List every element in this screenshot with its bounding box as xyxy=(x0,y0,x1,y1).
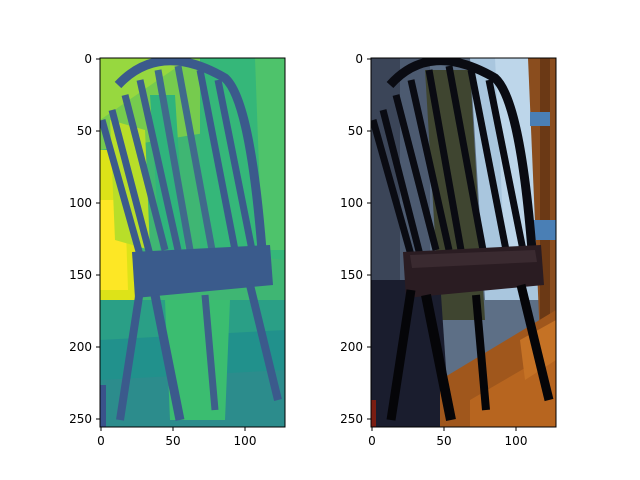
rgb-y-tick: 0 xyxy=(355,52,363,66)
rgb-y-tick: 50 xyxy=(348,124,363,138)
depth-y-tick: 150 xyxy=(69,268,92,282)
rgb-x-tick: 100 xyxy=(505,434,528,448)
rgb-x-tick: 50 xyxy=(436,434,451,448)
depth-x-tick: 100 xyxy=(234,434,257,448)
rgb-y-axis: 0 50 100 150 200 250 xyxy=(340,52,371,426)
rgb-x-tick: 0 xyxy=(368,434,376,448)
depth-image xyxy=(100,58,285,427)
rgb-y-tick: 200 xyxy=(340,340,363,354)
depth-x-tick: 0 xyxy=(97,434,105,448)
depth-frame xyxy=(99,57,286,428)
rgb-image xyxy=(371,58,556,427)
rgb-frame xyxy=(370,57,557,428)
depth-x-axis: 0 50 100 xyxy=(97,427,256,448)
depth-y-tick: 0 xyxy=(84,52,92,66)
depth-y-tick: 100 xyxy=(69,196,92,210)
depth-y-tick: 50 xyxy=(77,124,92,138)
rgb-y-tick: 100 xyxy=(340,196,363,210)
rgb-panel: 0 50 100 0 50 100 150 200 250 xyxy=(340,52,557,448)
depth-panel: 0 50 100 0 50 100 150 200 250 xyxy=(69,52,286,448)
rgb-y-tick: 150 xyxy=(340,268,363,282)
rgb-y-tick: 250 xyxy=(340,412,363,426)
depth-y-tick: 200 xyxy=(69,340,92,354)
depth-y-axis: 0 50 100 150 200 250 xyxy=(69,52,100,426)
depth-x-tick: 50 xyxy=(165,434,180,448)
rgb-x-axis: 0 50 100 xyxy=(368,427,527,448)
depth-y-tick: 250 xyxy=(69,412,92,426)
